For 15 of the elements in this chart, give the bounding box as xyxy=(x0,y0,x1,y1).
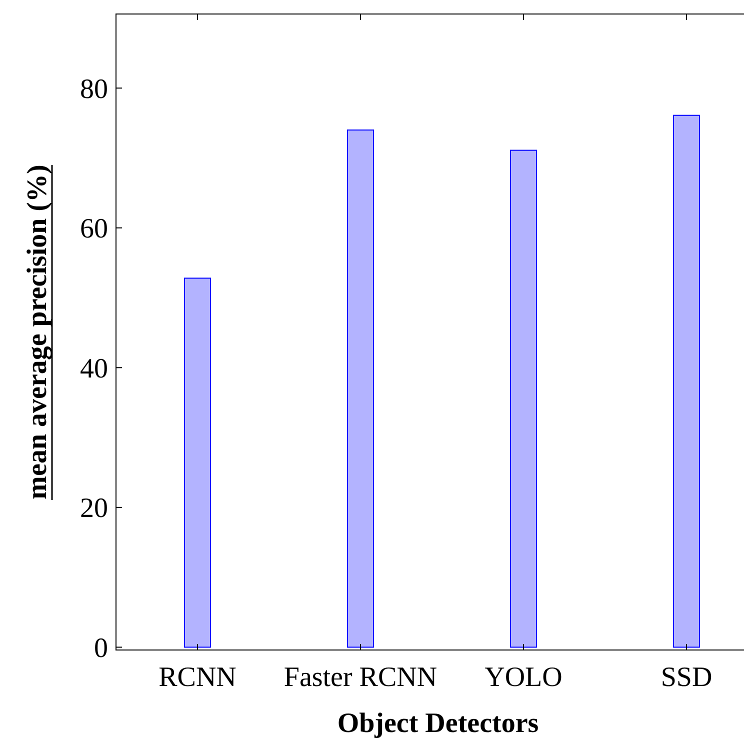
x-tick-label: RCNN xyxy=(158,662,236,693)
x-tick-label: SSD xyxy=(660,662,712,693)
bar xyxy=(510,150,537,648)
y-tick-label: 40 xyxy=(80,353,108,384)
bar xyxy=(673,114,700,648)
bar xyxy=(184,278,211,648)
x-tick-label: Faster RCNN xyxy=(284,662,438,693)
y-axis-title: mean average precision (%) xyxy=(22,164,53,500)
bar xyxy=(347,130,374,648)
y-tick-label: 60 xyxy=(80,214,108,245)
y-tick-label: 0 xyxy=(94,633,108,664)
y-tick-label: 80 xyxy=(80,74,108,105)
x-axis-title: Object Detectors xyxy=(337,708,539,739)
y-tick-label: 20 xyxy=(80,493,108,524)
x-tick-label: YOLO xyxy=(484,662,562,693)
